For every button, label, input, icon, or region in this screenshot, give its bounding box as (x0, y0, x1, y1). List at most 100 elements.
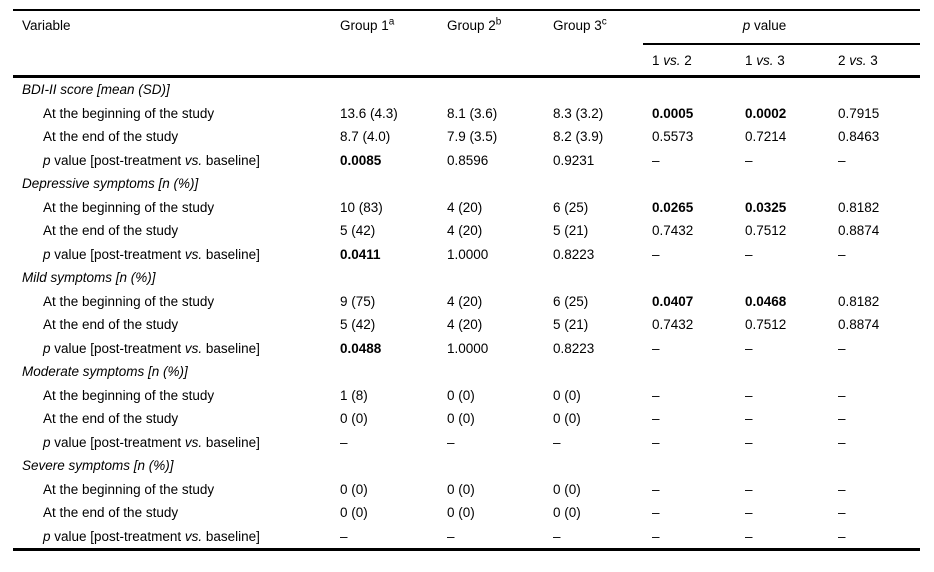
value-cell: 0.8463 (838, 129, 880, 144)
group-2-footnote-marker: b (495, 16, 502, 28)
value-cell: 8.1 (3.6) (447, 105, 498, 121)
row-label-cell: At the end of the study (43, 129, 179, 144)
value-cell: 8.3 (3.2) (553, 105, 604, 121)
value-cell: 0 (0) (340, 481, 368, 497)
value-cell: 1.0000 (447, 340, 489, 356)
section-header-cell: Moderate symptoms [n (%)] (22, 364, 188, 379)
value-cell: 0 (0) (447, 411, 475, 426)
value-cell: 5 (42) (340, 223, 376, 238)
group-3-label: Group 3 (553, 18, 602, 33)
value-cell: 0.8223 (553, 340, 595, 356)
row-label-cell: p value [post-treatment vs. baseline] (43, 434, 260, 450)
value-cell: – (745, 434, 753, 450)
row-label-cell: At the end of the study (43, 317, 179, 332)
value-cell: 0.0002 (745, 105, 787, 121)
value-cell: 0.7214 (745, 129, 787, 144)
value-cell: 0 (0) (553, 505, 581, 520)
value-cell: – (652, 528, 660, 544)
value-cell: – (745, 387, 753, 403)
value-cell: 0.0325 (745, 199, 787, 215)
value-cell: 5 (21) (553, 317, 589, 332)
table-row: p value [post-treatment vs. baseline] 0.0… (13, 337, 920, 361)
section-header-row: Depressive symptoms [n (%)] (13, 172, 920, 196)
row-label-cell: At the beginning of the study (43, 105, 215, 121)
row-label-cell: p value [post-treatment vs. baseline] (43, 340, 260, 356)
value-cell: 0 (0) (553, 387, 581, 403)
section-header-cell: Severe symptoms [n (%)] (22, 458, 174, 473)
value-cell: 0.0005 (652, 105, 694, 121)
value-cell: – (745, 411, 753, 426)
group-2-label: Group 2 (447, 18, 496, 33)
value-cell: – (745, 528, 753, 544)
value-cell: 0.5573 (652, 129, 694, 144)
value-cell: 0.7512 (745, 223, 787, 238)
value-cell: – (652, 340, 660, 356)
table-row: p value [post-treatment vs. baseline] – – –… (13, 525, 920, 550)
value-cell: 6 (25) (553, 199, 589, 215)
section-header-row: BDI-II score [mean (SD)] (13, 77, 920, 102)
value-cell: 0 (0) (447, 387, 475, 403)
value-cell: – (447, 528, 455, 544)
table-row: At the end of the study 0 (0) 0 (0) 0 (0) – –… (13, 501, 920, 525)
value-cell: 4 (20) (447, 199, 483, 215)
table-row: At the end of the study 5 (42) 4 (20) 5 (21… (13, 219, 920, 243)
value-cell: – (553, 434, 561, 450)
table-head: Variable Group 1a Group 2b Group 3c p va… (13, 10, 921, 77)
table-row: p value [post-treatment vs. baseline] 0.0… (13, 243, 920, 267)
section-header-cell: Depressive symptoms [n (%)] (22, 176, 199, 191)
row-label-cell: At the end of the study (43, 505, 179, 520)
value-cell: – (745, 152, 753, 168)
value-cell: – (838, 340, 846, 356)
column-header-group-2: Group 2b (447, 10, 553, 77)
column-header-group-1: Group 1a (340, 10, 447, 77)
row-label-cell: At the beginning of the study (43, 481, 215, 497)
row-label-cell: p value [post-treatment vs. baseline] (43, 152, 260, 168)
row-label-cell: At the beginning of the study (43, 199, 215, 215)
value-cell: – (838, 481, 846, 497)
column-header-1-vs-2: 1 vs. 2 (652, 52, 692, 68)
value-cell: 4 (20) (447, 317, 483, 332)
table-header-row-2: 1 vs. 2 1 vs. 3 2 vs. 3 (13, 44, 920, 77)
table-row: At the end of the study 0 (0) 0 (0) 0 (0) – –… (13, 407, 920, 431)
value-cell: 0.0468 (745, 293, 787, 309)
value-cell: 7.9 (3.5) (447, 129, 498, 144)
value-cell: – (838, 528, 846, 544)
value-cell: 0.8182 (838, 199, 880, 215)
value-cell: – (745, 481, 753, 497)
value-cell: 0.8596 (447, 152, 489, 168)
value-cell: 4 (20) (447, 293, 483, 309)
group-1-label: Group 1 (340, 18, 389, 33)
value-cell: 0 (0) (553, 481, 581, 497)
row-label-cell: At the beginning of the study (43, 293, 215, 309)
row-label-cell: At the end of the study (43, 223, 179, 238)
value-cell: 0.7915 (838, 105, 880, 121)
value-cell: – (652, 411, 660, 426)
table-row: p value [post-treatment vs. baseline] 0.0… (13, 149, 920, 173)
column-header-variable: Variable (22, 18, 71, 33)
value-cell: 10 (83) (340, 199, 383, 215)
value-cell: 0.0407 (652, 293, 694, 309)
value-cell: 0 (0) (447, 481, 475, 497)
value-cell: 0.7512 (745, 317, 787, 332)
value-cell: – (652, 387, 660, 403)
value-cell: – (652, 152, 660, 168)
column-header-group-3: Group 3c (553, 10, 643, 77)
value-cell: 0.0265 (652, 199, 694, 215)
value-cell: 8.7 (4.0) (340, 129, 391, 144)
value-cell: – (652, 505, 660, 520)
value-cell: – (652, 481, 660, 497)
group-3-footnote-marker: c (601, 16, 607, 28)
table-row: At the beginning of the study 0 (0) 0 (0) 0… (13, 478, 920, 502)
value-cell: – (838, 152, 846, 168)
value-cell: 0.0411 (340, 246, 381, 262)
value-cell: – (745, 246, 753, 262)
value-cell: 0.8874 (838, 317, 880, 332)
value-cell: – (838, 411, 846, 426)
table-row: At the end of the study 5 (42) 4 (20) 5 (21… (13, 313, 920, 337)
table-row: At the beginning of the study 10 (83) 4 (2… (13, 196, 920, 220)
value-cell: – (838, 505, 846, 520)
table-row: p value [post-treatment vs. baseline] – – –… (13, 431, 920, 455)
value-cell: 5 (21) (553, 223, 589, 238)
value-cell: 8.2 (3.9) (553, 129, 604, 144)
value-cell: – (838, 246, 846, 262)
